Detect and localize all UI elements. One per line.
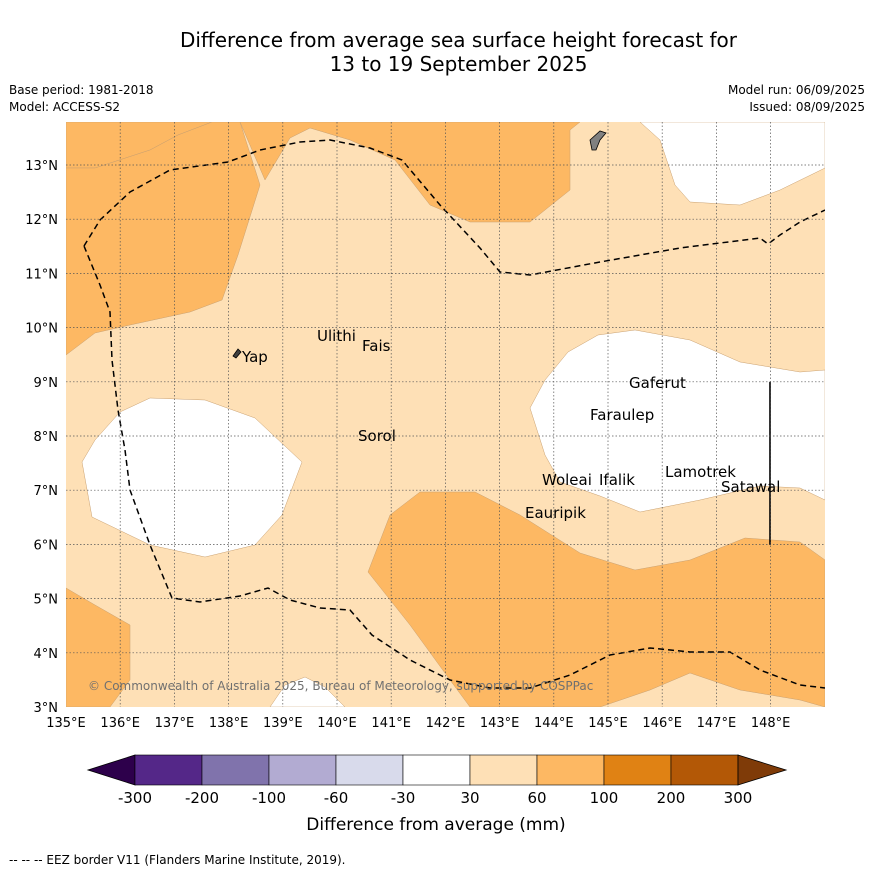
colorbar-segment: [201, 754, 270, 786]
colorbar-extend-low: [86, 754, 136, 786]
yap-island: [232, 348, 242, 359]
colorbar-segment: [335, 754, 404, 786]
lat-tick-label: 7°N: [34, 484, 59, 499]
field-60-100-south: [367, 491, 825, 707]
colorbar-tick-label: 30: [460, 789, 479, 807]
place-label: Ulithi: [317, 327, 356, 345]
guam-island: [589, 130, 607, 151]
lon-tick-label: 142°E: [426, 716, 466, 731]
field-neutral-west: [81, 397, 303, 558]
lon-tick-label: 144°E: [534, 716, 574, 731]
place-label: Yap: [241, 348, 268, 366]
lat-tick-label: 10°N: [25, 322, 58, 337]
lat-tick-label: 3°N: [34, 701, 59, 716]
chart-title: Difference from average sea surface heig…: [0, 28, 873, 76]
lon-tick-label: 136°E: [100, 716, 140, 731]
eez-legend: -- -- -- EEZ border V11 (Flanders Marine…: [9, 853, 346, 867]
field-neutral-south: [269, 676, 346, 707]
lon-tick-label: 147°E: [697, 716, 737, 731]
lat-tick-label: 13°N: [25, 159, 58, 174]
colorbar-segment: [402, 754, 471, 786]
copyright-text: © Commonwealth of Australia 2025, Bureau…: [88, 679, 593, 693]
lat-tick-label: 4°N: [34, 647, 59, 662]
colorbar-tick-label: 200: [657, 789, 686, 807]
place-label: Sorol: [358, 427, 396, 445]
colorbar-segment: [268, 754, 337, 786]
lat-tick-label: 5°N: [34, 593, 59, 608]
colorbar-segment: [670, 754, 739, 786]
lon-tick-label: 137°E: [155, 716, 195, 731]
field-60-100-southwest: [66, 587, 131, 707]
colorbar-tick-label: -100: [252, 789, 286, 807]
gridlines: [66, 122, 825, 707]
place-label: Eauripik: [525, 504, 586, 522]
issued-date: Issued: 08/09/2025: [749, 100, 865, 114]
lat-tick-label: 11°N: [25, 267, 58, 282]
title-line-2: 13 to 19 September 2025: [329, 52, 588, 76]
lon-tick-label: 146°E: [642, 716, 682, 731]
colorbar-tick-label: -60: [324, 789, 349, 807]
colorbar-segment: [469, 754, 538, 786]
place-label: Woleai: [542, 471, 592, 489]
colorbar-tick-label: -300: [118, 789, 152, 807]
lon-tick-label: 138°E: [209, 716, 249, 731]
lat-tick-label: 6°N: [34, 538, 59, 553]
lon-tick-label: 145°E: [588, 716, 628, 731]
lon-tick-label: 143°E: [480, 716, 520, 731]
meta-left: Base period: 1981-2018 Model: ACCESS-S2: [9, 82, 154, 116]
place-label: Ifalik: [599, 471, 635, 489]
place-label: Faraulep: [590, 406, 654, 424]
lat-tick-label: 8°N: [34, 430, 59, 445]
lon-tick-labels: 135°E 136°E 137°E 138°E 139°E 140°E 141°E 142°E…: [46, 716, 790, 731]
field-60-100-north-center: [239, 122, 581, 223]
lon-tick-label: 141°E: [371, 716, 411, 731]
colorbar-segment: [603, 754, 672, 786]
lon-tick-label: 140°E: [317, 716, 357, 731]
place-label: Lamotrek: [665, 463, 736, 481]
colorbar-tick-label: -200: [185, 789, 219, 807]
field-60-100-north: [66, 122, 261, 356]
lon-tick-label: 148°E: [751, 716, 791, 731]
colorbar-tick-label: 100: [590, 789, 619, 807]
place-label: Satawal: [721, 478, 780, 496]
colorbar-tick-label: 60: [527, 789, 546, 807]
field-neutral-northeast: [639, 122, 825, 206]
lat-tick-label: 9°N: [34, 376, 59, 391]
place-labels: Yap Ulithi Fais Sorol Gaferut Faraulep Woleai I…: [241, 327, 780, 522]
field-neutral-east: [529, 329, 825, 513]
eez-border: [83, 139, 825, 689]
colorbar-tick-label: -30: [391, 789, 416, 807]
colorbar: -300 -200 -100 -60 -30 30 60 100 200 300: [86, 754, 788, 807]
meta-right: Model run: 06/09/2025 Issued: 08/09/2025: [728, 82, 865, 116]
colorbar-segment: [536, 754, 605, 786]
lon-tick-label: 139°E: [263, 716, 303, 731]
lat-tick-labels: 3°N 4°N 5°N 6°N 7°N 8°N 9°N 10°N 11°N 12°N 13°N: [25, 159, 58, 716]
place-label: Fais: [362, 337, 391, 355]
lat-tick-label: 12°N: [25, 213, 58, 228]
base-period: Base period: 1981-2018: [9, 83, 154, 97]
title-line-1: Difference from average sea surface heig…: [179, 28, 738, 52]
model-run: Model run: 06/09/2025: [727, 83, 865, 97]
model-name: Model: ACCESS-S2: [9, 100, 121, 114]
colorbar-tick-label: 300: [724, 789, 753, 807]
colorbar-extend-high: [737, 754, 788, 786]
place-label: Gaferut: [629, 374, 686, 392]
colorbar-segment: [134, 754, 203, 786]
lon-tick-label: 135°E: [46, 716, 86, 731]
colorbar-title: Difference from average (mm): [306, 815, 565, 835]
